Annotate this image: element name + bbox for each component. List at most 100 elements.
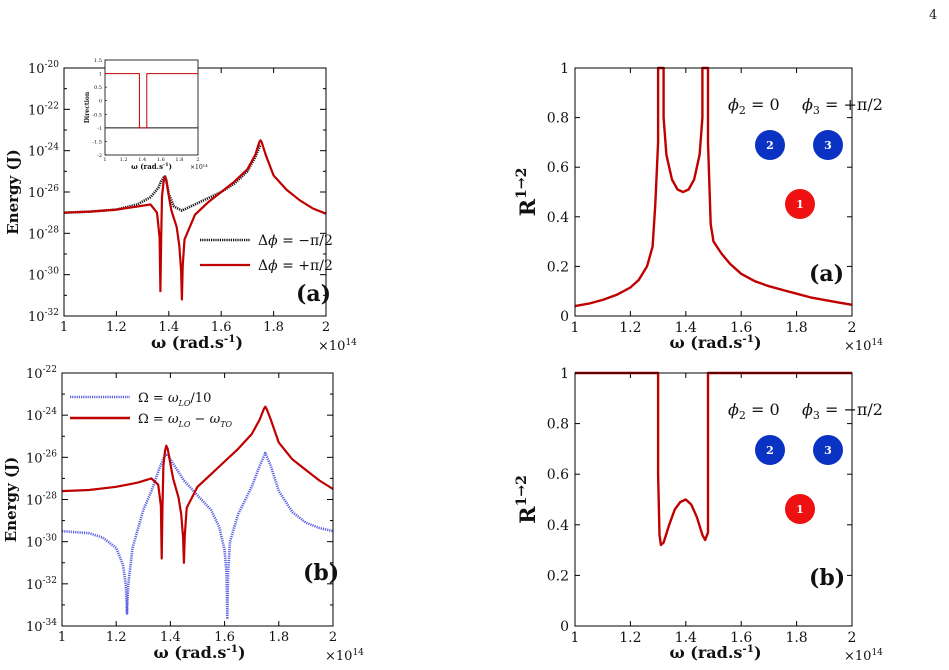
panel-a-right-particle-2-circle-label: 2	[766, 139, 774, 152]
inset-ytick-label: 1.5	[94, 58, 102, 64]
panel-b-right: 0 0.2 0.4 0.6 0.8 1 1 1.2 1.4 1.6 1.8 2 ω (rad.s-1) ×…	[514, 366, 883, 664]
panel-a-right-ytick-label: 0.6	[547, 160, 569, 176]
panel-b-left-xtick-label: 1.2	[106, 630, 127, 645]
panel-b-right-xtick-label: 1	[571, 630, 580, 646]
panel-a-left-ytick-label: 10-24	[28, 143, 59, 160]
panel-a-left-ytick-label: 10-22	[28, 101, 59, 118]
panel-b-right-frame	[574, 372, 853, 627]
panel-a-right-xtick-label: 1.8	[785, 320, 807, 336]
panel-a-right-ytick-label: 0.8	[547, 111, 569, 127]
panel-a-left-x-multiplier: ×1014	[318, 338, 357, 354]
panel-a-right-ytick-label: 0.2	[547, 259, 569, 275]
panel-b-left: 10-34 10-32 10-30 10-28 10-26 10-24 10-22 1 1.2 1…	[2, 365, 364, 664]
panel-b-right-phi3-annotation: ϕ3 = −π/2	[802, 400, 883, 422]
panel-b-right-series-0	[575, 371, 852, 547]
inset-xtick-label: 1.6	[157, 157, 165, 163]
inset-xtick-label: 1.8	[175, 157, 183, 163]
panel-a-right: 0 0.2 0.4 0.6 0.8 1 1 1.2 1.4 1.6 1.8 2 ω (rad.s-1) ×…	[514, 61, 883, 354]
panel-a-right-xtick-label: 2	[848, 320, 857, 336]
panel-a-right-label: (a)	[809, 261, 844, 287]
panel-a-left-xtick-label: 1	[60, 320, 68, 335]
inset-ytick-label: -2	[97, 153, 102, 159]
panel-b-left-series-0	[61, 451, 334, 619]
panel-a-left-series-1	[63, 139, 327, 301]
panel-b-right-particle-2-circle	[755, 435, 785, 465]
inset-xtick-label: 1.2	[120, 157, 128, 163]
panel-b-left-xtick-label: 2	[329, 630, 337, 645]
panel-a-left-xlabel: ω (rad.s-1)	[151, 333, 243, 352]
panel-a-right-phi3-annotation: ϕ3 = +π/2	[802, 95, 883, 117]
panel-b-left-xtick-label: 1	[58, 630, 66, 645]
panel-a-left-series-0	[63, 143, 262, 214]
panel-b-right-ytick-label: 0.8	[547, 417, 569, 433]
panel-b-left-legend-label-1: Ω = ωLO − ωTO	[138, 412, 233, 429]
panel-b-left-series-1	[61, 405, 334, 564]
panel-a-left-xtick-label: 1.4	[158, 320, 179, 335]
inset-xlabel: ω (rad.s-1)	[131, 162, 172, 171]
inset-frame	[104, 59, 199, 156]
panel-a-right-particle-2-circle	[755, 130, 785, 160]
panel-a-right-phi2-annotation: ϕ2 = 0	[728, 95, 780, 117]
panel-a-right-ylabel: R1→2	[514, 168, 540, 217]
inset-ytick-label: 0.5	[94, 85, 102, 91]
panel-a-right-particle-1-circle	[785, 189, 815, 219]
panel-a-right-xtick-label: 1	[571, 320, 580, 336]
panel-a-right-particle-1-circle-label: 1	[796, 198, 804, 211]
panel-b-left-ylabel: Energy (J)	[2, 457, 20, 543]
panel-b-left-ytick-label: 10-22	[26, 365, 57, 382]
panel-a-right-ytick-label: 1	[560, 61, 569, 77]
panel-b-right-xtick-label: 1.2	[619, 630, 641, 646]
panel-b-left-xtick-label: 1.6	[214, 630, 235, 645]
panel-a-left-ytick-label: 10-20	[28, 60, 59, 77]
panel-b-right-ytick-label: 0.2	[547, 568, 569, 584]
inset-ytick-label: -1.5	[92, 139, 102, 145]
panel-b-right-xtick-label: 2	[848, 630, 857, 646]
panel-b-right-xtick-label: 1.6	[730, 630, 752, 646]
panel-b-left-ytick-label: 10-26	[26, 449, 57, 466]
panel-b-right-ytick-label: 0.6	[547, 467, 569, 483]
inset-ytick-label: 0	[99, 99, 102, 105]
panel-b-left-ytick-label: 10-24	[26, 407, 57, 424]
panel-b-left-plot-area	[62, 373, 333, 626]
panel-a-right-xtick-label: 1.6	[730, 320, 752, 336]
inset-series-1	[105, 73, 198, 129]
panel-a-right-particle-3-circle-label: 3	[824, 139, 832, 152]
inset-xtick-label: 2	[196, 157, 199, 163]
inset-ytick-label: -0.5	[92, 112, 102, 118]
panel-b-right-particle-3-circle	[813, 435, 843, 465]
panel-a-left-xtick-label: 2	[322, 320, 330, 335]
panel-b-right-particle-1-circle	[785, 494, 815, 524]
page-number: 4	[929, 8, 938, 23]
panel-a-left-xtick-label: 1.2	[106, 320, 127, 335]
panel-a-left-ytick-label: 10-26	[28, 184, 59, 201]
panel-b-right-ytick-label: 1	[560, 366, 569, 382]
panel-b-left-ytick-label: 10-32	[26, 576, 57, 593]
panel-a-left-xtick-label: 1.8	[263, 320, 284, 335]
panel-a-right-ytick-label: 0.4	[547, 210, 569, 226]
panel-b-right-phi2-annotation: ϕ2 = 0	[728, 400, 780, 422]
panel-b-right-label: (b)	[809, 565, 845, 591]
panel-b-left-label: (b)	[303, 560, 339, 586]
panel-b-right-x-multiplier: ×1014	[844, 648, 883, 664]
panel-b-right-xtick-label: 1.4	[675, 630, 697, 646]
panel-b-right-particle-1-circle-label: 1	[796, 503, 804, 516]
panel-a-right-ytick-label: 0	[560, 309, 569, 325]
panel-b-left-ytick-label: 10-34	[26, 618, 57, 635]
inset-ytick-label: -1	[97, 126, 102, 132]
panel-b-right-particle-2-circle-label: 2	[766, 444, 774, 457]
panel-a-right-x-multiplier: ×1014	[844, 338, 883, 354]
panel-b-left-x-multiplier: ×1014	[325, 648, 364, 664]
panel-b-left-xtick-label: 1.4	[160, 630, 181, 645]
panel-a-right-particle-3-circle	[813, 130, 843, 160]
panel-b-left-xlabel: ω (rad.s-1)	[153, 643, 245, 662]
panel-a-left-xtick-label: 1.6	[211, 320, 232, 335]
inset-x-multiplier: ×1014	[190, 163, 208, 171]
panel-b-left-ytick-label: 10-28	[26, 492, 57, 509]
panel-a-right-xtick-label: 1.2	[619, 320, 641, 336]
panel-b-right-particle-3-circle-label: 3	[824, 444, 832, 457]
inset-xtick-label: 1.4	[138, 157, 146, 163]
inset-ytick-label: 1	[99, 72, 102, 78]
inset-xtick-label: 1	[103, 157, 106, 163]
